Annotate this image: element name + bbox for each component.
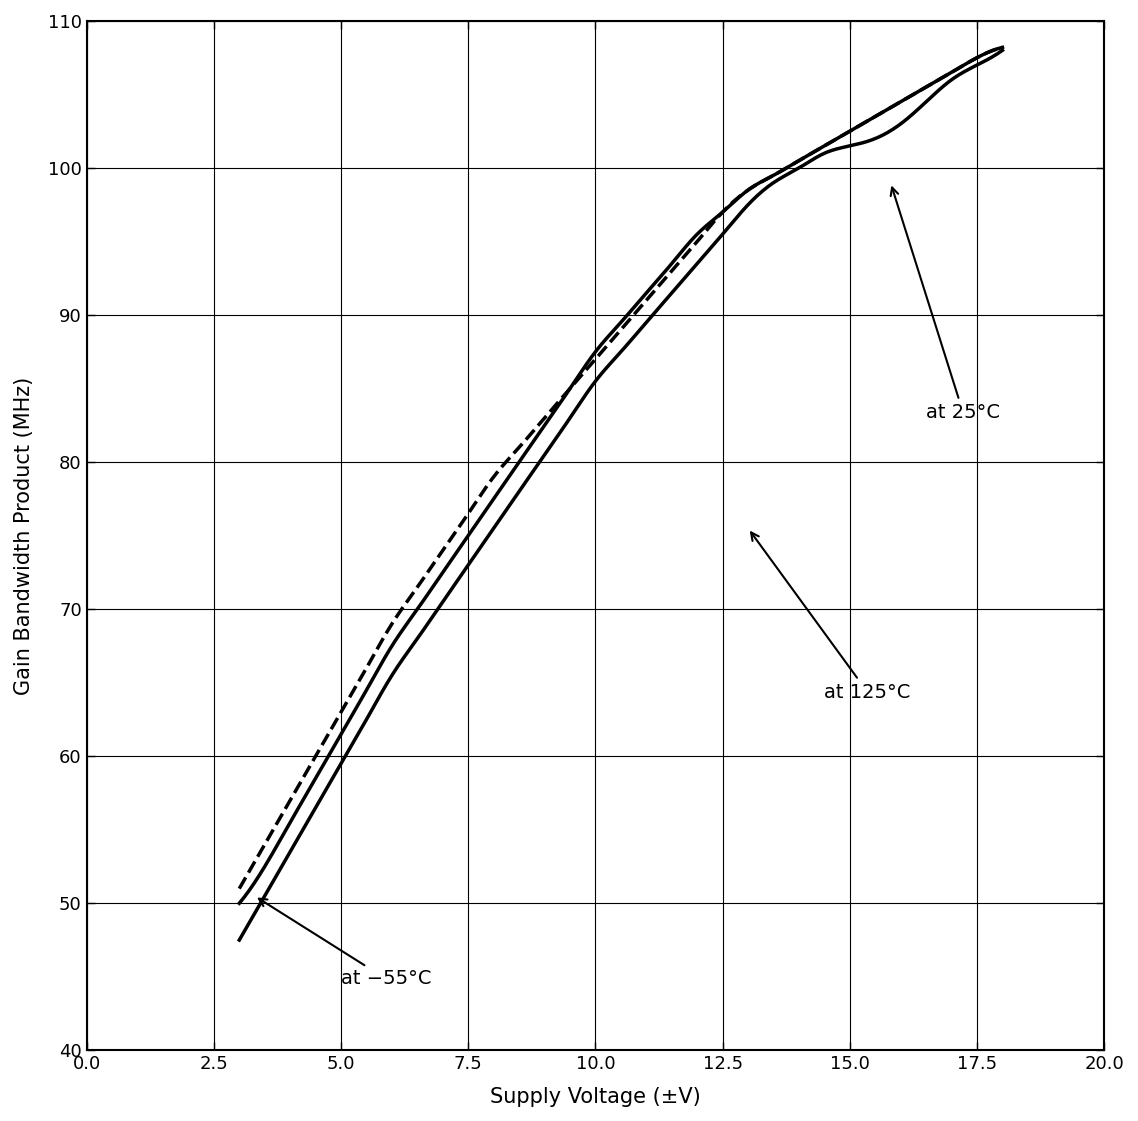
Text: at −55°C: at −55°C <box>258 899 431 989</box>
X-axis label: Supply Voltage (±V): Supply Voltage (±V) <box>490 1087 701 1108</box>
Text: at 125°C: at 125°C <box>751 532 910 702</box>
Y-axis label: Gain Bandwidth Product (MHz): Gain Bandwidth Product (MHz) <box>14 377 34 695</box>
Text: at 25°C: at 25°C <box>891 187 1000 423</box>
